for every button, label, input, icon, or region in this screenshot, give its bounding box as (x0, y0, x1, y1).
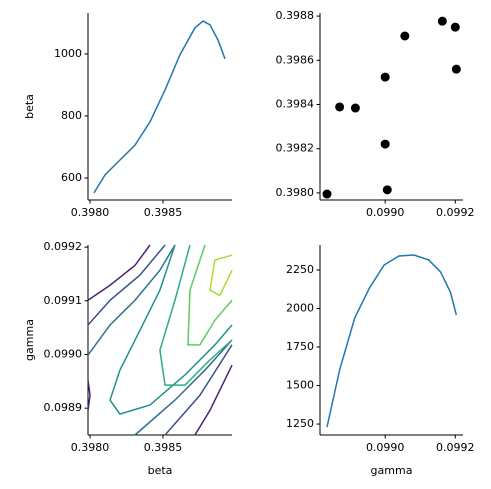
scatter-point (380, 139, 390, 149)
x-tick-label: 0.3985 (144, 206, 183, 219)
x-axis-label: gamma (371, 464, 413, 477)
contour-line (134, 339, 233, 436)
y-tick-label: 0.0992 (44, 240, 83, 253)
y-tick-label: 0.0991 (44, 294, 83, 307)
contour-line (164, 344, 233, 436)
x-tick-label: 0.0992 (436, 441, 475, 454)
x-tick-label: 0.0992 (436, 206, 475, 219)
contour-line (194, 364, 233, 436)
contour-line (87, 380, 91, 411)
scatter-point (451, 64, 461, 74)
y-tick-label: 0.3986 (276, 53, 315, 66)
contour-line (187, 244, 233, 346)
contour-line (87, 244, 176, 356)
kde-line (326, 254, 458, 428)
contour-line (87, 244, 151, 301)
y-tick-label: 1000 (54, 47, 82, 60)
y-axis-label: beta (23, 94, 36, 119)
y-tick-label: 0.3988 (276, 9, 315, 22)
scatter-point (450, 22, 460, 32)
y-axis-label: gamma (23, 319, 36, 361)
x-tick-label: 0.0990 (366, 441, 405, 454)
contour-line (87, 244, 166, 326)
contour-line (159, 244, 233, 386)
scatter-point (437, 16, 447, 26)
y-tick-label: 2000 (286, 301, 314, 314)
y-tick-label: 2250 (286, 263, 314, 276)
y-tick-label: 0.3980 (276, 186, 315, 199)
scatter-point (335, 102, 345, 112)
x-tick-label: 0.0990 (366, 206, 405, 219)
y-tick-label: 600 (61, 171, 82, 184)
y-tick-label: 800 (61, 109, 82, 122)
y-tick-label: 1750 (286, 340, 314, 353)
y-tick-label: 1500 (286, 379, 314, 392)
scatter-point (322, 189, 332, 199)
kde-line (93, 20, 226, 194)
x-tick-label: 0.3980 (71, 206, 110, 219)
scatter-point (382, 185, 392, 195)
y-tick-label: 0.0989 (44, 401, 83, 414)
y-tick-label: 0.3984 (276, 98, 315, 111)
y-tick-label: 0.0990 (44, 347, 83, 360)
contour-line (209, 254, 233, 297)
x-tick-label: 0.3980 (71, 441, 110, 454)
scatter-point (350, 103, 360, 113)
scatter-point (400, 31, 410, 41)
y-tick-label: 1250 (286, 417, 314, 430)
scatter-point (380, 72, 390, 82)
y-tick-label: 0.3982 (276, 142, 315, 155)
x-axis-label: beta (148, 464, 173, 477)
contour-line (109, 244, 233, 415)
x-tick-label: 0.3985 (144, 441, 183, 454)
